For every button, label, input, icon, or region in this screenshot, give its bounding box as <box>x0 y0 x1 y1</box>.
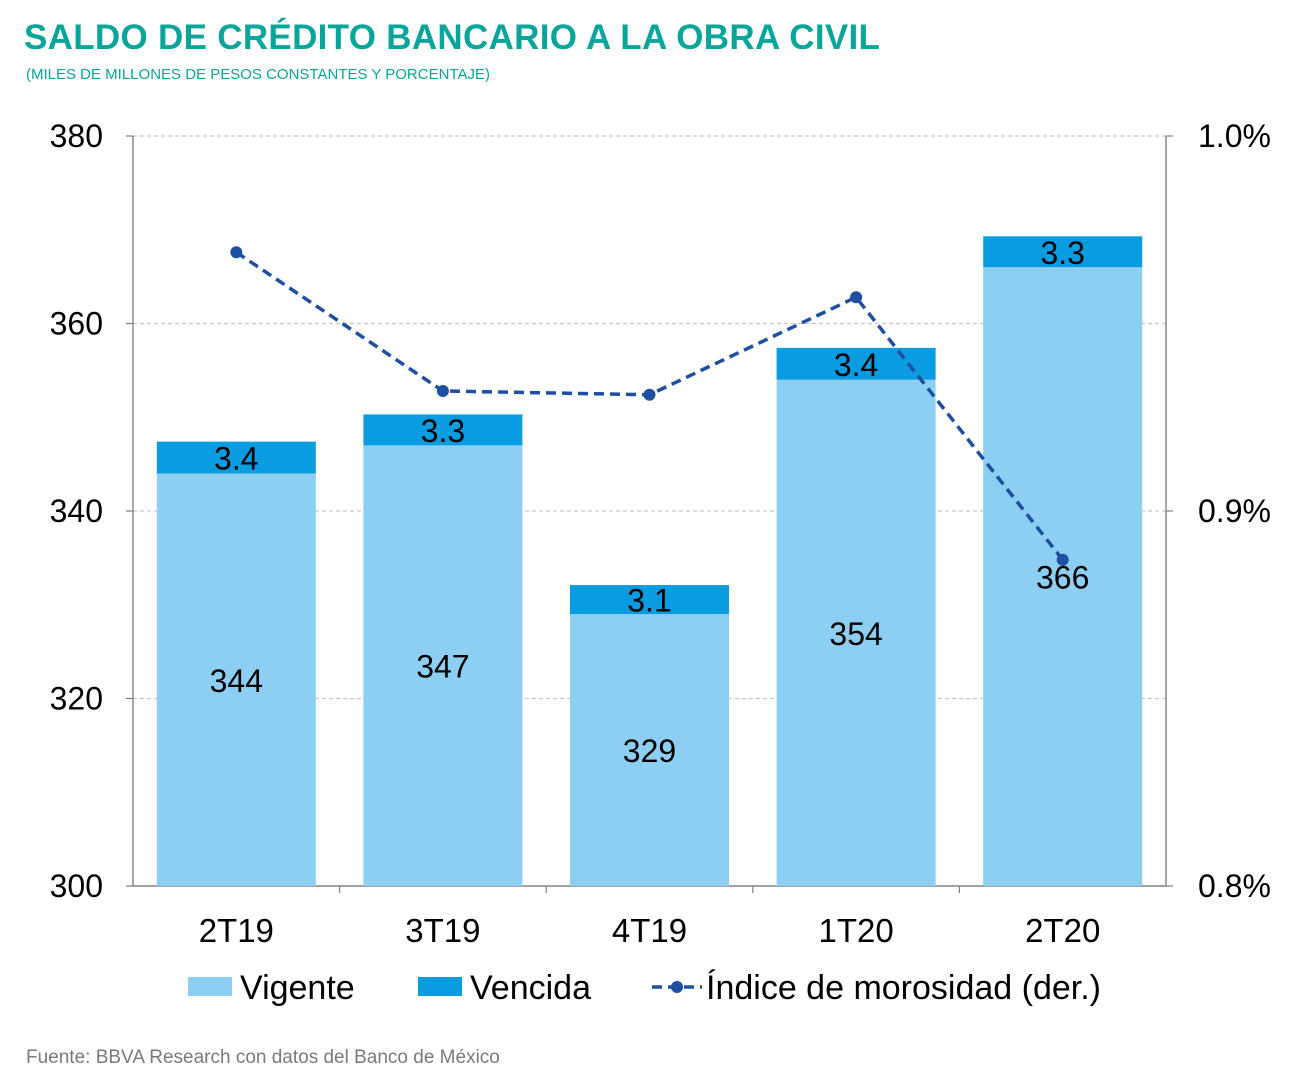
x-axis-tick-label: 2T19 <box>199 912 274 949</box>
morosidad-point <box>850 291 863 304</box>
data-label-vigente: 347 <box>416 649 469 685</box>
x-axis-tick-label: 2T20 <box>1025 912 1100 949</box>
bar-vigente <box>570 614 729 886</box>
legend-swatch-vigente <box>188 977 232 996</box>
bar-vencida <box>363 414 523 446</box>
x-axis-tick-label: 4T19 <box>612 912 687 949</box>
chart-subtitle: (MILES DE MILLONES DE PESOS CONSTANTES Y… <box>26 66 490 83</box>
data-label-vencida: 3.4 <box>834 347 878 383</box>
right-axis-tick-label: 1.0% <box>1198 118 1271 154</box>
data-labels: 344 3.4 347 3.3 329 3.1 354 3.4 366 3.3 <box>210 235 1090 769</box>
bar-vigente <box>983 267 1143 886</box>
morosidad-line-path <box>235 250 1065 561</box>
data-label-vigente: 344 <box>210 663 263 699</box>
data-label-vencida: 3.3 <box>421 413 465 449</box>
bars <box>156 236 1143 886</box>
data-label-vigente: 354 <box>829 616 882 652</box>
left-axis-tick-label: 340 <box>50 493 103 529</box>
data-label-vigente: 366 <box>1036 560 1089 596</box>
left-axis-tick-label: 300 <box>50 868 103 904</box>
morosidad-point <box>436 385 449 397</box>
x-axis-tick-label: 3T19 <box>405 912 480 949</box>
left-axis-tick-label: 320 <box>50 681 103 717</box>
legend-label-morosidad: Índice de morosidad (der.) <box>706 969 1101 1007</box>
data-label-vencida: 3.4 <box>214 441 258 477</box>
right-axis-tick-label: 0.8% <box>1198 868 1271 904</box>
legend-label-vigente: Vigente <box>240 969 355 1007</box>
right-axis-tick-label: 0.9% <box>1198 493 1271 529</box>
bar-vigente <box>776 379 936 886</box>
legend-marker-morosidad <box>671 981 683 993</box>
bar-vencida <box>983 236 1143 268</box>
stacked-bar-line-chart: 300 320 340 360 380 0.8% 0.9% 1.0% 2T19 3T19 4T19 1… <box>50 118 1271 1007</box>
legend: Vigente Vencida Índice de morosidad (der.) <box>188 969 1101 1007</box>
bar-vencida <box>570 585 729 615</box>
morosidad-point <box>230 246 243 259</box>
chart-title: SALDO DE CRÉDITO BANCARIO A LA OBRA CIVI… <box>24 18 881 57</box>
bar-vencida <box>156 441 316 474</box>
legend-label-vencida: Vencida <box>470 969 591 1007</box>
data-label-vencida: 3.3 <box>1040 235 1084 271</box>
data-label-vencida: 3.1 <box>627 583 671 619</box>
left-axis-tick-label: 380 <box>50 118 103 154</box>
morosidad-line <box>230 246 1069 566</box>
morosidad-point <box>643 388 656 401</box>
bar-vigente <box>156 473 316 886</box>
x-axis-tick-label: 1T20 <box>818 912 893 949</box>
legend-swatch-vencida <box>418 977 462 996</box>
source-note: Fuente: BBVA Research con datos del Banc… <box>26 1047 500 1068</box>
bar-vigente <box>363 445 523 886</box>
data-label-vigente: 329 <box>623 733 676 769</box>
morosidad-point <box>1056 553 1069 566</box>
left-axis-tick-label: 360 <box>50 306 103 342</box>
